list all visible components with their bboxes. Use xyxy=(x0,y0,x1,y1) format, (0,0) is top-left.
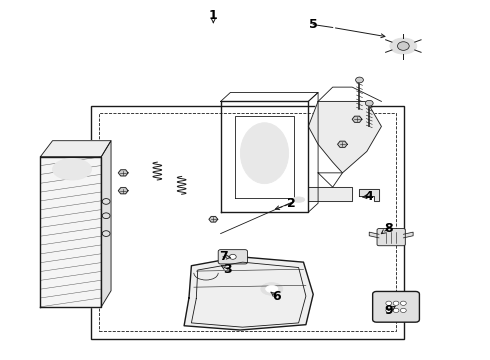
Polygon shape xyxy=(403,232,413,238)
Ellipse shape xyxy=(293,197,305,202)
Circle shape xyxy=(393,308,399,312)
Text: 8: 8 xyxy=(385,222,393,235)
FancyBboxPatch shape xyxy=(373,292,419,322)
Polygon shape xyxy=(308,102,381,173)
Polygon shape xyxy=(369,232,379,238)
Circle shape xyxy=(397,42,409,50)
Circle shape xyxy=(356,77,364,83)
Polygon shape xyxy=(308,187,352,202)
Ellipse shape xyxy=(390,38,417,54)
Circle shape xyxy=(386,308,392,312)
Ellipse shape xyxy=(52,158,92,180)
Circle shape xyxy=(366,100,373,106)
Polygon shape xyxy=(184,257,313,330)
Circle shape xyxy=(229,254,236,259)
Bar xyxy=(91,105,404,339)
Polygon shape xyxy=(118,170,128,176)
Polygon shape xyxy=(338,141,347,147)
Text: 5: 5 xyxy=(309,18,318,31)
Text: 2: 2 xyxy=(287,197,295,210)
Ellipse shape xyxy=(261,283,283,295)
Bar xyxy=(99,113,396,331)
Circle shape xyxy=(400,301,406,305)
Text: 6: 6 xyxy=(272,289,281,303)
Polygon shape xyxy=(118,188,128,194)
Polygon shape xyxy=(40,141,111,157)
Text: 9: 9 xyxy=(385,304,393,317)
Circle shape xyxy=(393,301,399,305)
FancyBboxPatch shape xyxy=(218,249,247,264)
Ellipse shape xyxy=(241,123,289,184)
Circle shape xyxy=(400,308,406,312)
Polygon shape xyxy=(209,216,218,222)
Text: 1: 1 xyxy=(209,9,218,22)
Polygon shape xyxy=(352,116,362,122)
Polygon shape xyxy=(101,141,111,307)
Polygon shape xyxy=(360,189,379,202)
Polygon shape xyxy=(40,157,101,307)
Text: 4: 4 xyxy=(365,190,373,203)
Ellipse shape xyxy=(266,285,278,293)
FancyBboxPatch shape xyxy=(377,229,405,246)
Circle shape xyxy=(386,301,392,305)
Text: 7: 7 xyxy=(219,250,227,263)
Text: 3: 3 xyxy=(223,263,232,276)
